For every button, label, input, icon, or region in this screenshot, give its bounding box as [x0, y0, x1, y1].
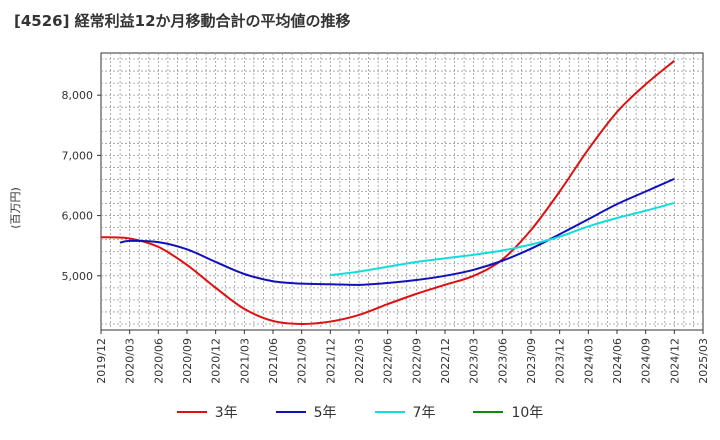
x-tick-label: 2022/09	[410, 338, 423, 384]
x-tick-label: 2023/12	[554, 338, 567, 384]
x-tick-label: 2024/09	[640, 338, 653, 384]
legend-item: 3年	[176, 402, 238, 422]
x-tick-label: 2024/12	[668, 338, 681, 384]
x-tick-label: 2020/03	[124, 338, 137, 384]
legend-label: 10年	[511, 405, 544, 421]
legend-item: 7年	[374, 402, 436, 422]
series-line-7年	[330, 201, 675, 277]
x-tick-label: 2024/06	[611, 338, 624, 384]
x-tick-label: 2021/12	[324, 338, 337, 384]
x-tick-label: 2019/12	[95, 338, 108, 384]
x-tick-label: 2022/06	[382, 338, 395, 384]
x-tick-label: 2020/09	[181, 338, 194, 384]
x-tick-label: 2020/12	[210, 338, 223, 384]
series-line-3年	[100, 60, 675, 325]
x-tick-label: 2025/03	[697, 338, 710, 384]
x-tick-label: 2021/03	[238, 338, 251, 384]
legend-label: 7年	[412, 405, 436, 421]
x-tick-label: 2024/03	[582, 338, 595, 384]
legend-label: 5年	[313, 405, 337, 421]
legend-swatch	[176, 411, 207, 413]
x-tick-label: 2021/09	[296, 338, 309, 384]
y-tick-label: 8,000	[62, 89, 94, 102]
x-tick-label: 2022/12	[439, 338, 452, 384]
legend: 3年 5年 7年 10年	[0, 402, 720, 422]
legend-swatch	[473, 411, 504, 413]
x-tick-label: 2021/06	[267, 338, 280, 384]
legend-swatch	[374, 411, 405, 413]
series-line-5年	[119, 177, 675, 286]
x-tick-label: 2022/03	[353, 338, 366, 384]
y-tick-label: 5,000	[62, 270, 94, 283]
y-tick-label: 6,000	[62, 210, 94, 223]
x-tick-label: 2020/06	[152, 338, 165, 384]
legend-item: 5年	[275, 402, 337, 422]
legend-label: 3年	[214, 405, 238, 421]
y-tick-label: 7,000	[62, 149, 94, 162]
x-tick-label: 2023/09	[525, 338, 538, 384]
x-tick-label: 2023/06	[496, 338, 509, 384]
chart-title: [4526] 経常利益12か月移動合計の平均値の推移	[14, 12, 351, 30]
legend-swatch	[275, 411, 306, 413]
legend-item: 10年	[473, 402, 543, 422]
x-tick-label: 2023/03	[468, 338, 481, 384]
